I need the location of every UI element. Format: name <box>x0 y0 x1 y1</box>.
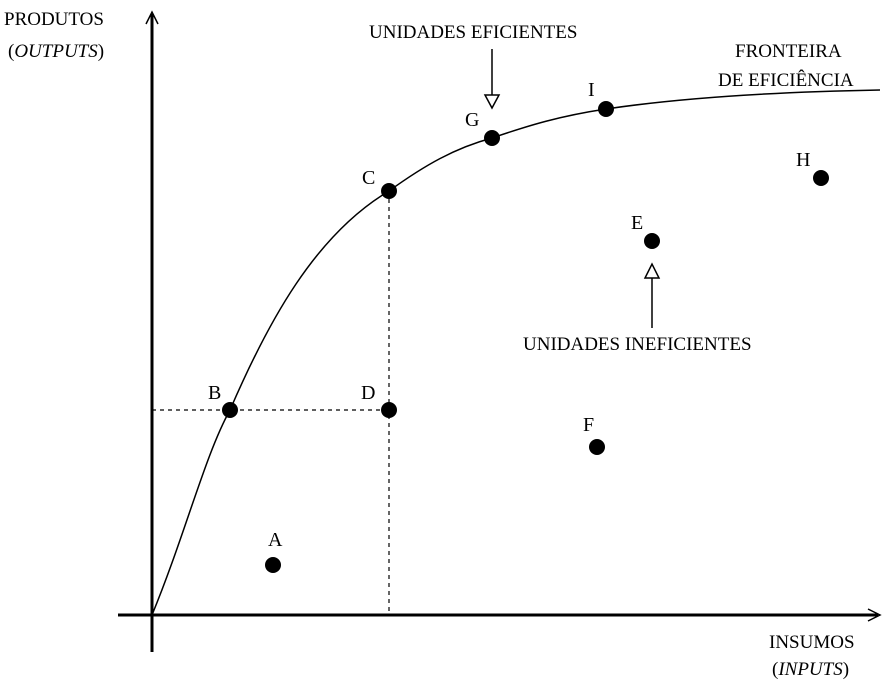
y-axis-title: PRODUTOS <box>4 9 104 30</box>
point-g <box>484 130 500 146</box>
y-axis-subtitle-open: ( <box>8 41 14 62</box>
y-axis-subtitle-italic: OUTPUTS <box>14 41 98 62</box>
x-axis-subtitle-open: ( <box>772 659 778 680</box>
inefficient-units-label: UNIDADES INEFICIENTES <box>523 334 752 355</box>
point-b-label: B <box>208 382 221 404</box>
point-f-label: F <box>583 414 594 436</box>
y-axis-subtitle-close: ) <box>98 41 104 62</box>
point-b <box>222 402 238 418</box>
point-d-label: D <box>361 382 375 404</box>
inefficient-units-arrowhead <box>643 262 661 279</box>
point-e <box>644 233 660 249</box>
frontier-label-line1: FRONTEIRA <box>735 41 842 62</box>
efficient-units-label: UNIDADES EFICIENTES <box>369 22 577 43</box>
point-f <box>589 439 605 455</box>
efficient-units-arrowhead <box>483 94 501 110</box>
point-a-label: A <box>268 529 283 551</box>
point-h <box>813 170 829 186</box>
x-axis-title: INSUMOS <box>769 632 855 653</box>
y-axis-arrowhead <box>145 10 159 25</box>
efficiency-frontier-curve <box>151 89 881 616</box>
frontier-label-line2: DE EFICIÊNCIA <box>718 69 854 91</box>
x-axis-subtitle-close: ) <box>843 659 849 680</box>
x-axis-arrowhead <box>867 608 882 622</box>
y-axis-subtitle: (OUTPUTS) <box>8 41 104 62</box>
point-i <box>598 101 614 117</box>
point-a <box>265 557 281 573</box>
point-c <box>381 183 397 199</box>
point-e-label: E <box>631 212 643 234</box>
point-d <box>381 402 397 418</box>
point-h-label: H <box>796 149 810 171</box>
x-axis-subtitle: (INPUTS) <box>772 659 849 680</box>
point-g-label: G <box>465 109 479 131</box>
point-c-label: C <box>362 167 375 189</box>
point-i-label: I <box>588 79 595 101</box>
x-axis-subtitle-italic: INPUTS <box>777 659 843 680</box>
